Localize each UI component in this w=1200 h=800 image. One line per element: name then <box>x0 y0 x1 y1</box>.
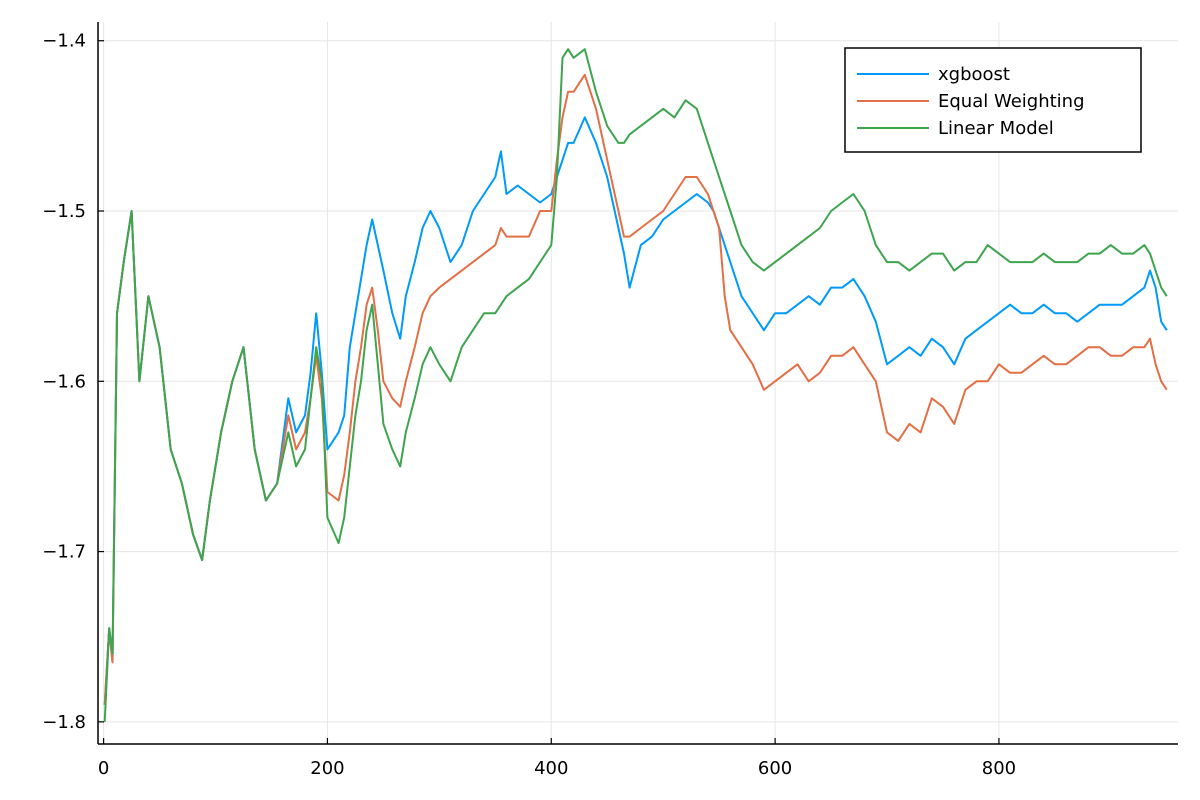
y-axis-ticks: −1.8 −1.7 −1.6 −1.5 −1.4 <box>42 31 104 733</box>
legend: xgboost Equal Weighting Linear Model <box>844 47 1142 153</box>
legend-label: Equal Weighting <box>938 91 1085 112</box>
axes <box>97 22 1178 745</box>
x-tick-label: 0 <box>98 758 109 779</box>
x-tick-label: 600 <box>758 758 792 779</box>
grid-lines <box>98 22 1178 744</box>
legend-label: Linear Model <box>938 118 1054 139</box>
y-tick-label: −1.8 <box>42 712 86 733</box>
y-tick-label: −1.5 <box>42 201 86 222</box>
y-tick-label: −1.4 <box>42 31 86 52</box>
series-lines <box>103 48 1168 722</box>
x-tick-label: 200 <box>310 758 344 779</box>
series-line-linear-model <box>103 48 1168 722</box>
x-tick-label: 800 <box>982 758 1016 779</box>
x-tick-label: 400 <box>534 758 568 779</box>
y-tick-label: −1.6 <box>42 371 86 392</box>
y-tick-label: −1.7 <box>42 542 86 563</box>
legend-label: xgboost <box>938 64 1010 85</box>
x-axis-ticks: 0 200 400 600 800 <box>98 738 1016 779</box>
